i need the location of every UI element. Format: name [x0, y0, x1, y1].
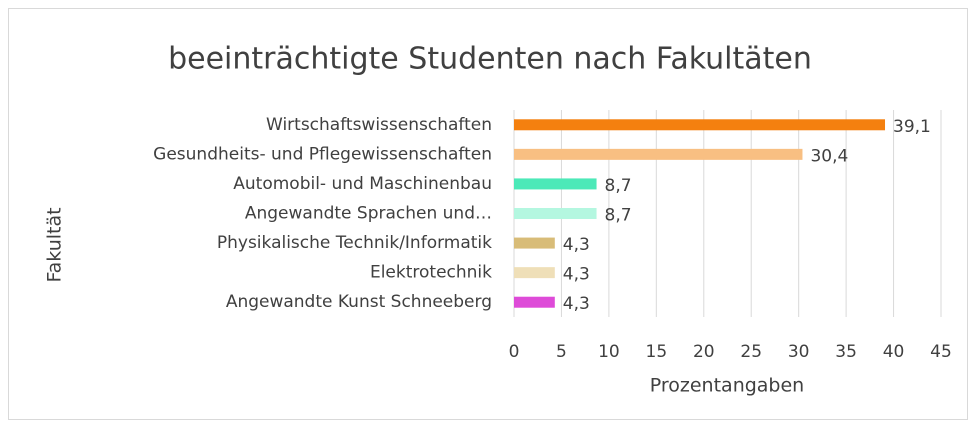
x-tick-label: 40	[883, 342, 905, 362]
chart-border	[8, 8, 968, 420]
bar	[514, 178, 597, 190]
y-tick-label: Wirtschaftswissenschaften	[266, 115, 492, 135]
bar	[514, 267, 555, 279]
bar	[514, 237, 555, 249]
x-tick-label: 25	[740, 342, 762, 362]
data-label: 4,3	[563, 294, 590, 314]
x-tick-label: 45	[930, 342, 952, 362]
x-tick-label: 30	[788, 342, 810, 362]
y-tick-label: Automobil- und Maschinenbau	[233, 174, 492, 194]
x-tick-label: 35	[835, 342, 857, 362]
x-tick-label: 20	[693, 342, 715, 362]
y-tick-label: Gesundheits- und Pflegewissenschaften	[153, 144, 492, 164]
data-label: 8,7	[605, 176, 632, 196]
y-tick-label: Angewandte Kunst Schneeberg	[226, 292, 492, 312]
x-tick-label: 0	[509, 342, 520, 362]
x-tick-label: 10	[598, 342, 620, 362]
data-label: 30,4	[810, 146, 848, 166]
bar	[514, 119, 886, 131]
x-tick-label: 15	[646, 342, 668, 362]
bar	[514, 296, 555, 308]
data-label: 4,3	[563, 235, 590, 255]
bar	[514, 148, 803, 160]
y-tick-label: Angewandte Sprachen und…	[245, 204, 492, 224]
y-axis-title: Fakultät	[44, 207, 66, 282]
data-label: 39,1	[893, 117, 931, 137]
data-label: 4,3	[563, 265, 590, 285]
x-axis-title: Prozentangaben	[650, 375, 804, 397]
y-tick-label: Elektrotechnik	[370, 263, 492, 283]
bar	[514, 208, 597, 219]
y-tick-label: Physikalische Technik/Informatik	[217, 233, 492, 253]
chart-title: beeinträchtigte Studenten nach Fakultäte…	[168, 42, 812, 77]
data-label: 8,7	[605, 206, 632, 226]
x-tick-label: 5	[556, 342, 567, 362]
